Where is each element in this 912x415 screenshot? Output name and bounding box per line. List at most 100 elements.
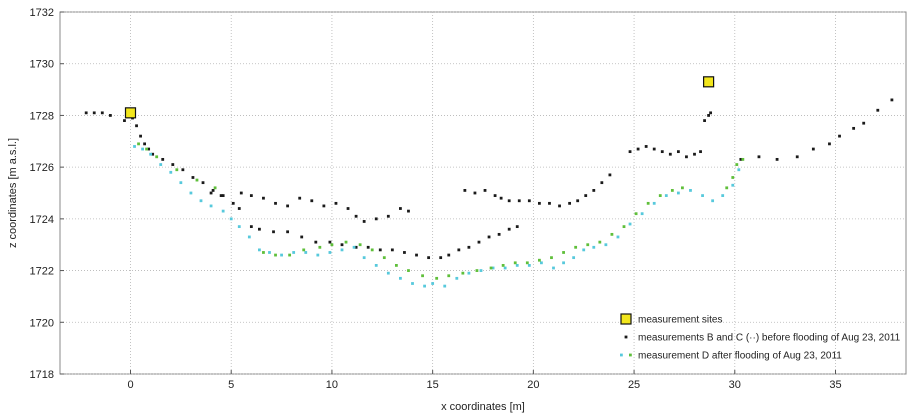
data-point	[386, 271, 390, 275]
data-point	[209, 204, 213, 208]
data-point	[237, 225, 241, 229]
data-point	[491, 266, 495, 270]
data-point	[473, 191, 477, 195]
data-point	[149, 152, 153, 156]
data-point	[640, 212, 644, 216]
data-point	[179, 181, 183, 185]
data-point	[584, 194, 588, 197]
data-point	[346, 207, 350, 210]
data-point	[707, 114, 710, 117]
data-point	[386, 214, 390, 218]
data-point	[721, 194, 725, 197]
data-point	[209, 191, 213, 195]
y-tick-label: 1732	[30, 7, 54, 19]
x-tick-label: 20	[527, 379, 539, 391]
data-point	[443, 284, 447, 288]
data-point	[513, 261, 517, 265]
data-point	[616, 235, 620, 239]
data-point	[249, 194, 253, 197]
data-point	[181, 168, 185, 172]
data-point	[795, 155, 799, 159]
data-point	[201, 181, 205, 185]
data-point	[515, 225, 519, 229]
data-point	[447, 274, 451, 278]
data-point	[622, 225, 626, 229]
y-tick-label: 1726	[30, 162, 54, 174]
data-point	[660, 150, 664, 154]
data-point	[151, 152, 155, 156]
x-tick-label: 25	[628, 379, 640, 391]
data-point	[258, 248, 261, 252]
data-point	[221, 194, 225, 197]
data-point	[552, 266, 555, 270]
data-point	[415, 253, 418, 257]
data-point	[390, 248, 394, 252]
data-point	[703, 119, 706, 122]
data-point	[427, 256, 431, 260]
data-point	[411, 282, 414, 285]
y-tick-label: 1722	[30, 266, 54, 278]
data-point	[741, 157, 745, 161]
data-point	[711, 199, 715, 203]
data-point	[731, 183, 735, 187]
data-point	[374, 264, 378, 267]
data-point	[709, 111, 713, 115]
x-tick-label: 30	[729, 379, 741, 391]
data-point	[600, 181, 604, 185]
data-point	[646, 201, 650, 205]
y-tick-label: 1720	[30, 317, 54, 329]
data-point	[169, 170, 173, 174]
data-point	[145, 147, 149, 151]
data-point	[84, 111, 88, 115]
data-point	[435, 276, 439, 280]
data-point	[467, 271, 471, 275]
data-point	[237, 207, 241, 210]
data-point	[421, 274, 424, 278]
data-point	[558, 204, 561, 208]
data-point	[370, 248, 374, 252]
data-point	[515, 264, 519, 267]
data-point	[318, 245, 322, 249]
data-point	[229, 217, 233, 221]
measurement-site-marker	[124, 107, 137, 119]
data-point	[247, 235, 251, 239]
data-point	[499, 196, 503, 200]
data-point	[852, 126, 856, 130]
data-point	[108, 114, 112, 117]
data-point	[483, 189, 487, 192]
data-point	[268, 251, 271, 254]
data-point	[447, 253, 451, 257]
data-point	[302, 248, 306, 252]
data-point	[493, 194, 497, 197]
y-axis-ticks: 1718 1720 1722 1724 1726 1728 1730 1732	[30, 7, 64, 381]
data-point	[811, 147, 815, 151]
x-axis-label: x coordinates [m]	[441, 401, 525, 413]
data-point	[366, 245, 370, 249]
data-point	[676, 191, 680, 195]
data-point	[568, 201, 572, 205]
data-point	[123, 119, 126, 122]
x-tick-label: 0	[127, 379, 133, 391]
data-point	[489, 266, 493, 270]
data-marks	[84, 76, 894, 288]
legend-label: measurements B and C (··) before floodin…	[638, 333, 901, 344]
data-point	[137, 142, 140, 146]
data-point	[262, 251, 265, 254]
legend-label: measurement D after flooding of Aug 23, …	[638, 351, 842, 362]
data-point	[382, 256, 386, 260]
x-axis-ticks: 0 5 10 15 20 25 30 35	[127, 370, 842, 391]
data-point	[262, 196, 265, 200]
data-point	[463, 189, 467, 192]
data-point	[231, 201, 235, 205]
data-point	[292, 251, 296, 254]
legend: measurement sites measurements B and C (·…	[620, 313, 901, 362]
data-point	[439, 256, 443, 260]
data-point	[92, 111, 96, 115]
y-tick-label: 1728	[30, 110, 54, 122]
data-point	[562, 251, 565, 254]
data-point	[507, 227, 511, 231]
data-point	[467, 245, 471, 249]
data-point	[475, 269, 479, 272]
data-point	[328, 240, 332, 244]
data-point	[548, 201, 551, 205]
